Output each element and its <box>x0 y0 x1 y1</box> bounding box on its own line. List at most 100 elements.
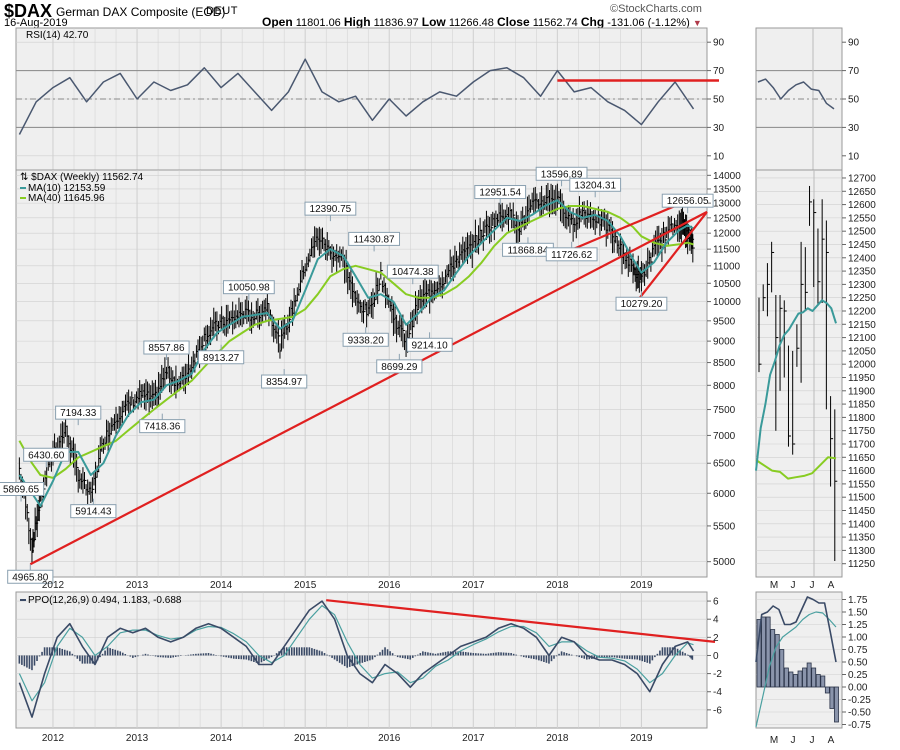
zoom-histogram-bar <box>797 670 803 688</box>
ppo-x-tick-label: 2017 <box>462 733 485 744</box>
annotation-label: 11868.84 <box>507 245 548 256</box>
annotation-box <box>70 504 117 519</box>
price-axis-tick-label: 11000 <box>713 261 741 272</box>
annotation-box <box>545 247 598 262</box>
price-annotation: 9338.20 <box>342 327 389 347</box>
price-title: ⇅ $DAX (Weekly) 11562.74 <box>20 172 144 183</box>
ppo-x-tick-label: 2018 <box>546 733 569 744</box>
price-axis-tick-label: 6500 <box>713 459 736 470</box>
ppo-zoom-axis-tick-label: 1.00 <box>848 633 868 644</box>
annotation-label: 4965.80 <box>12 572 49 583</box>
ppo-x-tick-label: 2019 <box>630 733 653 744</box>
ppo-zoom-axis-tick-label: 1.75 <box>848 595 868 606</box>
annotation-label: 7194.33 <box>60 408 97 419</box>
ppo-zoom-axis-tick-label: 0.25 <box>848 670 868 681</box>
price-annotation: 9214.10 <box>406 332 453 352</box>
ppo-zoom-axis-tick-label: -0.75 <box>848 720 871 731</box>
close-value: 11562.74 <box>532 17 578 29</box>
annotation-label: 6430.60 <box>28 450 65 461</box>
annotation-box <box>406 337 453 352</box>
price-zoom-axis-tick-label: 11650 <box>848 453 876 464</box>
annotation-label: 9214.10 <box>412 340 449 351</box>
rsi-panel: RSI(14) 42.70 <box>15 27 708 171</box>
zoom-x-month-label: A <box>828 580 835 591</box>
price-zoom-axis-tick-label: 11750 <box>848 426 876 437</box>
low-value: 11266.48 <box>448 17 494 29</box>
price-zoom-axis-tick-label: 11500 <box>848 493 876 504</box>
chg-label: Chg <box>580 15 605 29</box>
close-label: Close <box>496 15 530 29</box>
annotation-box <box>143 340 190 355</box>
price-zoom-axis-tick-label: 12550 <box>848 213 876 224</box>
price-zoom-axis-tick-label: 12300 <box>848 280 876 291</box>
zoom-x-month-label: J <box>810 580 815 591</box>
annotation-box <box>661 193 714 208</box>
price-annotation: 8699.29 <box>376 353 423 374</box>
annotation-label: 5869.65 <box>3 485 40 496</box>
annotation-box <box>535 166 588 181</box>
annotation-label: 11726.62 <box>551 250 592 261</box>
annotation-label: 7418.36 <box>144 422 181 433</box>
price-zoom-axis-tick-label: 12500 <box>848 227 876 238</box>
ppo-trendline <box>326 599 716 643</box>
price-axis-tick-label: 5500 <box>713 521 736 532</box>
ppo-zoom-axis-tick-label: 0.50 <box>848 658 868 669</box>
price-annotation: 8354.97 <box>261 369 308 389</box>
ma40-legend-label: MA(40) 11645.96 <box>28 193 105 204</box>
stockcharts-credit[interactable]: ©StockCharts.com <box>610 3 702 15</box>
ppo-zoom-axis-tick-label: -0.25 <box>848 695 871 706</box>
rsi-zoom-axis-tick-label: 30 <box>848 123 860 134</box>
ppo-histogram <box>18 647 694 671</box>
annotation-box <box>615 296 668 311</box>
ppo-zoom-axis-tick-label: 1.50 <box>848 608 868 619</box>
annotation-box <box>198 350 245 365</box>
price-zoom-axis-tick-label: 12150 <box>848 320 876 331</box>
price-annotation: 12390.75 <box>304 201 357 222</box>
chart-date: 16-Aug-2019 <box>4 17 68 29</box>
price-annotation: 10279.20 <box>615 291 668 311</box>
ppo-zoom-axis-tick-label: 1.25 <box>848 620 868 631</box>
high-value: 11836.97 <box>373 17 419 29</box>
ppo-axis-tick-label: 2 <box>713 633 719 644</box>
price-zoom-axis-tick-label: 12000 <box>848 360 876 371</box>
price-zoom-axis-tick-label: 12400 <box>848 253 876 264</box>
price-annotation: 13596.89 <box>535 166 588 187</box>
price-axis-tick-label: 13500 <box>713 184 741 195</box>
ppo-x-tick-label: 2014 <box>210 733 233 744</box>
price-zoom-axis-tick-label: 11700 <box>848 439 876 450</box>
price-zoom-axis-tick-label: 11550 <box>848 479 876 490</box>
zoom-histogram-bar <box>806 662 812 688</box>
zoom-histogram-bar <box>774 634 780 688</box>
price-x-tick-label: 2012 <box>42 580 65 591</box>
ppo-legend: PPO(12,26,9) 0.494, 1.183, -0.688 <box>20 595 182 606</box>
annotation-box <box>386 264 439 279</box>
rsi-axis-tick-label: 90 <box>713 38 725 49</box>
chg-value: -131.06 (-1.12%) <box>607 17 690 29</box>
price-x-tick-label: 2014 <box>210 580 233 591</box>
price-zoom-axis-tick-label: 12600 <box>848 200 876 211</box>
zoom-histogram-bar <box>815 674 821 688</box>
zoom-histogram-bar <box>820 675 826 688</box>
rsi-zoom-axis-tick-label: 10 <box>848 151 860 162</box>
zoom-x-month-label: M <box>770 580 778 591</box>
annotation-label: 8354.97 <box>266 377 303 388</box>
zoom-ma40-line <box>755 456 837 480</box>
zoom-histogram-bar <box>834 686 839 723</box>
open-label: Open <box>262 15 293 29</box>
annotation-label: 12656.05 <box>667 196 709 207</box>
annotation-box <box>139 419 186 434</box>
price-annotation: 10474.38 <box>386 264 439 285</box>
annotation-label: 8699.29 <box>381 362 418 373</box>
ppo-zoom-panel <box>755 591 843 729</box>
annotation-box <box>261 374 308 389</box>
ppo-x-tick-label: 2012 <box>42 733 65 744</box>
annotation-box <box>342 332 389 347</box>
price-axis-tick-label: 6000 <box>713 489 736 500</box>
rsi-axis-tick-label: 50 <box>713 95 725 106</box>
price-annotation: 8913.27 <box>198 344 245 365</box>
price-axis-tick-label: 8500 <box>713 358 736 369</box>
price-panel-bg <box>15 169 708 578</box>
annotation-label: 8913.27 <box>203 353 240 364</box>
